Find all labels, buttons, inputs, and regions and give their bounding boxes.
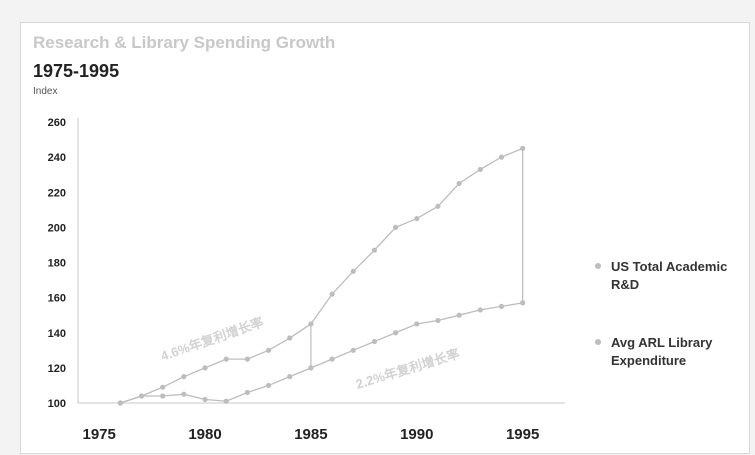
growth-rate-annotation: 2.2%年复利增长率	[354, 346, 461, 392]
data-point	[456, 180, 462, 187]
x-tick-label: 1990	[400, 426, 433, 443]
data-point	[371, 247, 378, 253]
data-point	[244, 356, 250, 362]
y-tick-label: 100	[48, 398, 66, 410]
y-tick-label: 240	[48, 152, 66, 164]
y-tick-label: 200	[48, 222, 66, 234]
data-point	[414, 321, 420, 327]
data-point	[520, 145, 526, 151]
x-tick-label: 1980	[188, 426, 221, 443]
legend-marker-icon	[595, 339, 601, 345]
data-point	[498, 154, 505, 160]
data-point	[414, 215, 420, 222]
data-point	[160, 384, 166, 390]
y-tick-label: 260	[48, 117, 66, 129]
data-point	[265, 382, 272, 389]
data-point	[117, 400, 123, 406]
legend-label: US Total Academic R&D	[611, 259, 728, 292]
data-point	[138, 393, 145, 399]
data-point	[498, 303, 505, 310]
data-point	[287, 335, 293, 341]
y-tick-label: 160	[48, 293, 66, 305]
x-tick-label: 1975	[82, 426, 115, 443]
legend-label: Avg ARL Library Expenditure	[611, 335, 713, 368]
data-point	[371, 338, 378, 345]
data-point	[181, 374, 187, 380]
x-tick-label: 1985	[294, 426, 327, 443]
data-point	[181, 391, 187, 397]
data-point	[520, 300, 526, 306]
data-point	[202, 365, 208, 371]
series-line-0	[120, 147, 523, 404]
data-point	[329, 356, 335, 362]
y-tick-label: 180	[48, 258, 66, 270]
data-point	[393, 330, 399, 336]
data-point	[350, 268, 356, 274]
data-point	[477, 166, 483, 173]
legend-item-1: Avg ARL Library Expenditure	[595, 334, 731, 370]
data-point	[160, 393, 166, 399]
y-tick-label: 120	[48, 363, 66, 375]
data-point	[287, 374, 293, 380]
data-point	[244, 389, 250, 396]
series-line-1	[120, 302, 523, 404]
data-point	[477, 307, 483, 313]
data-point	[308, 321, 314, 327]
chart-title: Research & Library Spending Growth	[33, 33, 336, 52]
data-point	[265, 347, 272, 353]
data-point	[393, 224, 399, 230]
data-point	[350, 347, 356, 353]
data-point	[223, 398, 229, 404]
data-point	[202, 396, 208, 403]
x-tick-label: 1995	[506, 426, 539, 443]
chart-subtitle: 1975-1995	[33, 61, 120, 81]
growth-rate-annotation: 4.6%年复利增长率	[159, 314, 266, 363]
data-point	[329, 291, 335, 297]
legend-marker-icon	[595, 263, 601, 269]
y-axis-label: Index	[33, 86, 58, 97]
y-tick-label: 140	[48, 328, 66, 340]
legend-item-0: US Total Academic R&D	[595, 258, 731, 294]
y-tick-label: 220	[48, 187, 66, 199]
data-point	[435, 203, 441, 209]
data-point	[308, 365, 314, 371]
data-point	[435, 317, 441, 324]
data-point	[223, 356, 229, 362]
data-point	[456, 312, 462, 318]
